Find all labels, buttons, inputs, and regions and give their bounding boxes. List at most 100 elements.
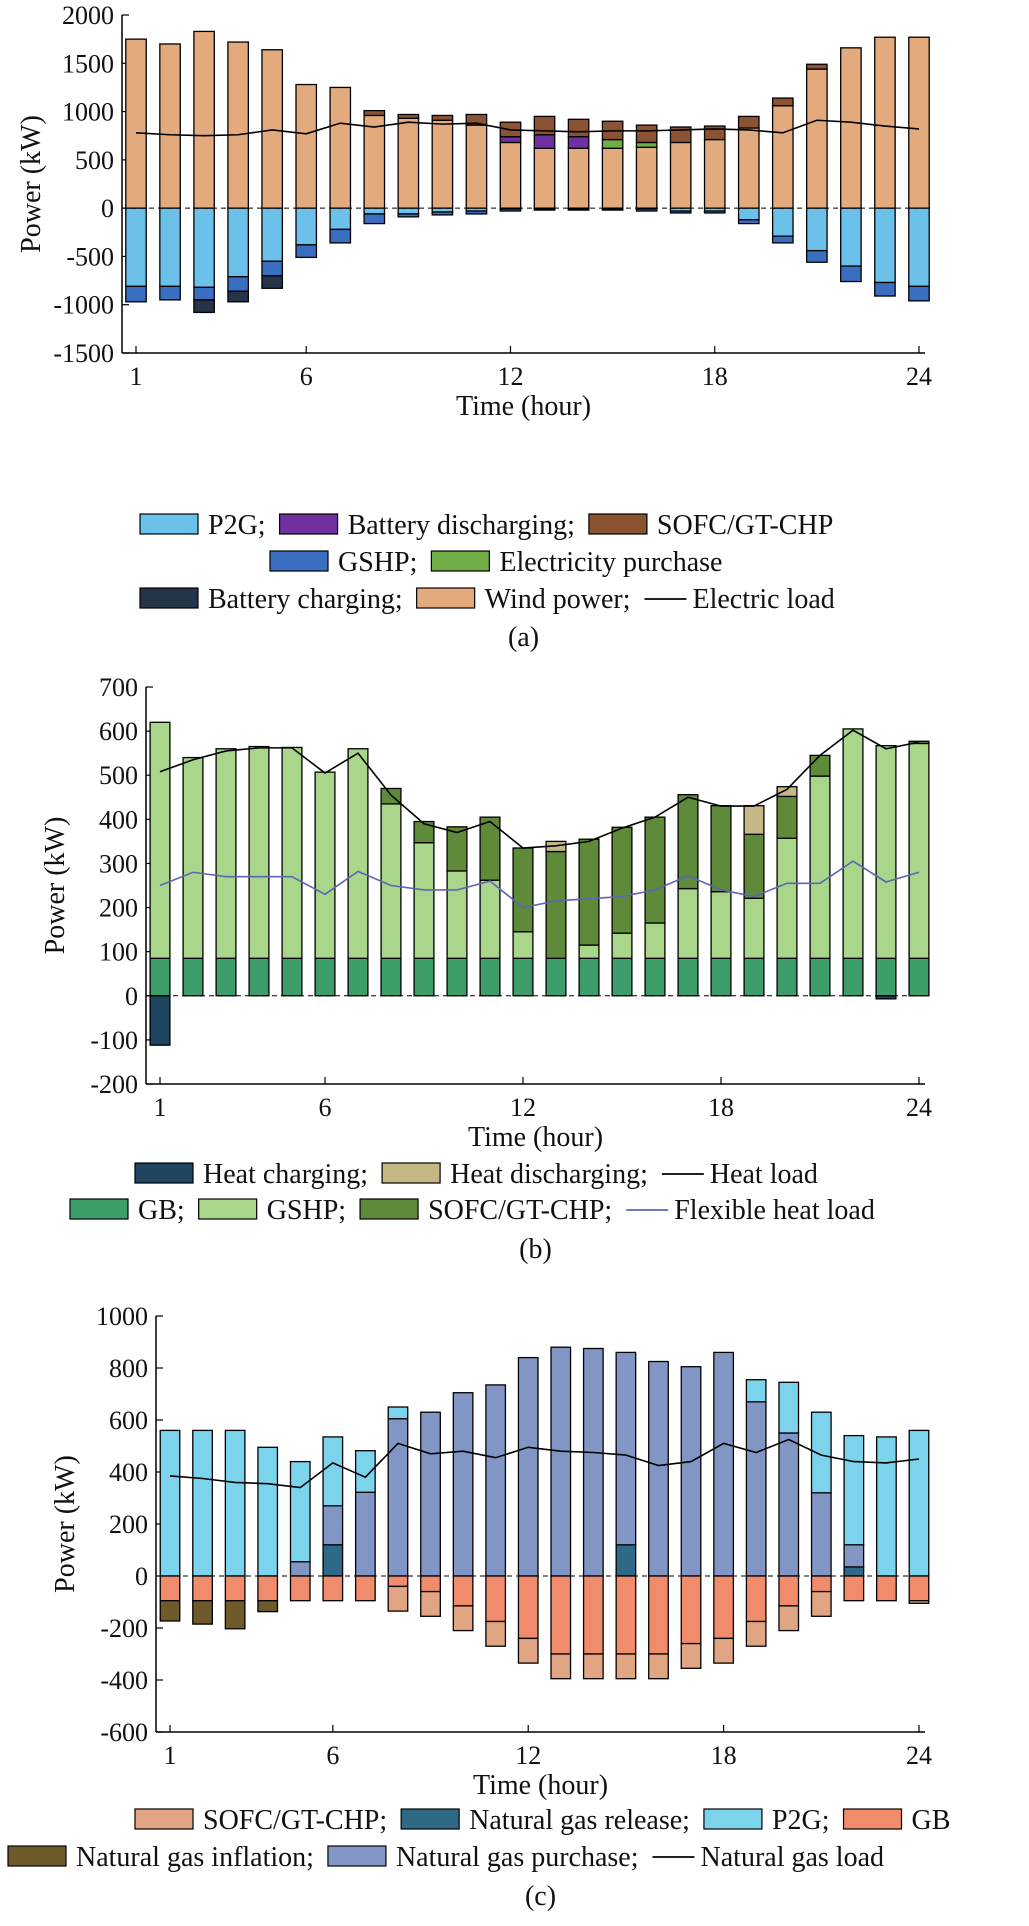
bar-battery-discharging (567, 136, 590, 149)
bar-gb (354, 1575, 376, 1602)
bar-gb (347, 957, 369, 997)
legend-label-heat-discharging: Heat discharging; (450, 1159, 648, 1190)
bar-p2g (354, 1450, 376, 1493)
bar-natural-gas-purchase (843, 1544, 865, 1568)
bar-p2g (397, 207, 420, 215)
y-tick-label: 1500 (62, 49, 114, 78)
bar-sofc-gt-chp (517, 1637, 539, 1664)
legend-label-p2g: P2G; (772, 1805, 830, 1836)
chart-b: -200 -100 0 100 200 300 400 500 600 700 1 6 12 18 24 Ti… (40, 673, 932, 1265)
bar-p2g (908, 1429, 930, 1577)
bar-gb (420, 1575, 441, 1593)
x-tick-label: 24 (906, 1741, 932, 1770)
bar-gb (512, 957, 534, 997)
bar-natural-gas-purchase (648, 1360, 669, 1577)
legend-swatch-electricity-purchase (430, 550, 490, 572)
legend-label-heat-load: Heat load (710, 1159, 818, 1190)
chart-c: -600 -400 -200 0 200 400 600 800 1000 1 6 12 18 24 Tim… (7, 1302, 950, 1912)
bar-gshp (347, 748, 369, 959)
legend-label-heat-charging: Heat charging; (203, 1159, 368, 1190)
x-tick-label: 24 (906, 1093, 932, 1122)
x-tick-label: 12 (497, 362, 523, 391)
bar-battery-charging (261, 275, 284, 289)
bar-heat-discharging (743, 805, 765, 835)
bar-gb (215, 957, 237, 997)
bar-gb (644, 957, 666, 997)
bar-natural-gas-purchase (289, 1561, 311, 1577)
bar-wind-power (806, 68, 828, 209)
bar-sofc-gt-chp (578, 838, 600, 946)
bar-gshp (644, 922, 666, 959)
bar-gb (248, 957, 270, 997)
bar-p2g (908, 207, 930, 288)
y-tick-label: -600 (100, 1718, 148, 1747)
legend-swatch-sofc-gt-chp (588, 513, 648, 535)
bar-gshp (413, 842, 435, 959)
bar-gb (452, 1575, 474, 1607)
bar-gb (446, 957, 468, 997)
bar-gb (485, 1575, 507, 1623)
legend-swatch-battery-discharging (278, 513, 339, 535)
bar-sofc-gt-chp (644, 816, 666, 924)
bar-p2g (771, 207, 794, 237)
y-tick-label: 100 (99, 938, 138, 967)
legend-label-wind-power: Wind power; (485, 584, 631, 615)
bar-sofc-gt-chp (810, 1590, 832, 1617)
bar-gb (314, 957, 336, 997)
bar-gb (182, 957, 204, 997)
bar-sofc-gt-chp (677, 793, 699, 890)
bar-gb (776, 957, 798, 997)
line-heat-load (159, 729, 920, 849)
y-tick-label: 800 (109, 1354, 148, 1383)
bar-wind-power (908, 36, 930, 209)
bar-gb (842, 957, 864, 997)
bar-gb (322, 1575, 344, 1602)
x-tick-label: 24 (906, 362, 932, 391)
bar-gshp (567, 208, 590, 211)
bar-p2g (159, 1429, 181, 1577)
bar-p2g (329, 207, 352, 231)
legend-label-natural-gas-load: Natural gas load (701, 1842, 885, 1873)
legend-swatch-wind-power (416, 587, 476, 609)
y-tick-label: 0 (135, 1562, 148, 1591)
bar-gshp (281, 746, 303, 959)
legend-label-natural-gas-release: Natural gas release; (469, 1805, 690, 1836)
bar-gb (615, 1575, 637, 1655)
bar-p2g (227, 207, 249, 278)
bar-wind-power (601, 147, 624, 209)
bar-sofc-gt-chp (611, 826, 633, 934)
bar-gshp (703, 210, 726, 214)
y-tick-label: 500 (99, 761, 138, 790)
bar-gshp (363, 213, 386, 225)
bar-gshp (806, 249, 828, 263)
x-axis-title: Time (hour) (456, 391, 591, 422)
bar-gshp (248, 745, 270, 959)
bar-heat-discharging (776, 786, 798, 798)
bar-natural-gas-purchase (550, 1346, 572, 1577)
chart-caption: (c) (525, 1881, 556, 1912)
bar-sofc-gt-chp (465, 113, 488, 126)
legend-label-sofc-gt-chp: SOFC/GT-CHP; (428, 1195, 612, 1226)
bar-p2g (363, 207, 386, 215)
bar-gb (680, 1575, 702, 1645)
bar-gshp (465, 210, 488, 215)
bar-sofc-gt-chp (615, 1653, 637, 1680)
bar-wind-power (499, 141, 522, 209)
bar-natural-gas-purchase (485, 1384, 507, 1577)
legend-label-electric-load: Electric load (693, 584, 835, 615)
bar-wind-power (159, 43, 181, 209)
bar-wind-power (737, 127, 760, 209)
bar-p2g (257, 1446, 279, 1577)
bar-gb (257, 1575, 279, 1602)
bar-natural-gas-purchase (778, 1432, 800, 1577)
bar-sofc-gt-chp (582, 1653, 604, 1680)
bar-sofc-gt-chp (737, 115, 760, 129)
bar-gb (413, 957, 435, 997)
bar-sofc-gt-chp (363, 109, 386, 117)
chart-caption: (b) (519, 1234, 552, 1265)
bar-gshp (499, 208, 522, 212)
bar-natural-gas-purchase (322, 1505, 344, 1546)
bar-sofc-gt-chp (479, 816, 501, 881)
bar-natural-gas-release (615, 1544, 637, 1577)
legend-swatch-sofc-gt-chp (134, 1808, 194, 1830)
